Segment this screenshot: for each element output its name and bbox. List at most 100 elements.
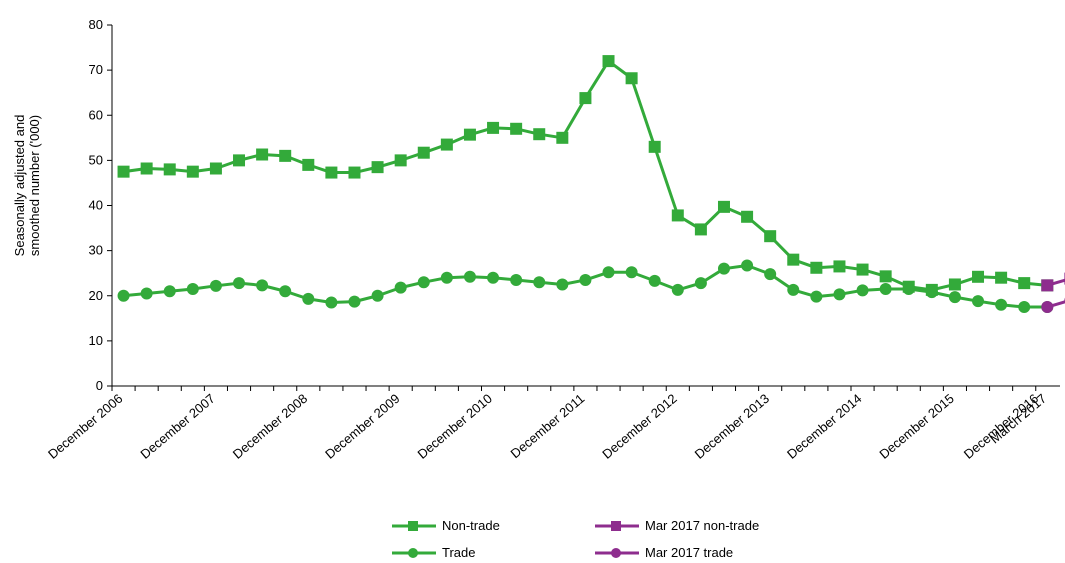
data-point (279, 149, 292, 162)
x-tick-label: December 2014 (784, 391, 865, 462)
legend-swatch-circle (392, 547, 436, 558)
y-axis-label-line: smoothed number ('000) (27, 115, 42, 256)
data-point (787, 283, 800, 296)
data-point (810, 290, 823, 303)
data-point (533, 276, 546, 289)
axes (111, 25, 1060, 387)
data-point (879, 270, 892, 283)
data-point (1041, 279, 1054, 292)
data-point (233, 154, 246, 167)
data-point (140, 162, 153, 175)
data-point (902, 282, 915, 295)
data-point (463, 270, 476, 283)
data-point (856, 284, 869, 297)
data-point (556, 278, 569, 291)
y-tick-label: 30 (89, 243, 103, 258)
y-tick-label: 50 (89, 152, 103, 167)
x-tick-label: December 2007 (137, 391, 218, 462)
data-point (487, 121, 500, 134)
data-point (209, 162, 222, 175)
data-point (556, 131, 569, 144)
data-point (117, 165, 130, 178)
y-tick-label: 10 (89, 333, 103, 348)
data-point (209, 279, 222, 292)
legend-item-trade: Trade (390, 545, 475, 560)
data-point (325, 166, 338, 179)
legend-label: Non-trade (442, 518, 500, 533)
data-point (163, 163, 176, 176)
x-tick-label: December 2012 (599, 391, 680, 462)
x-tick-label: December 2009 (322, 391, 403, 462)
data-point (717, 200, 730, 213)
data-point (302, 292, 315, 305)
data-point (995, 271, 1008, 284)
data-point (787, 253, 800, 266)
y-tick-label: 40 (89, 198, 103, 213)
y-axis-label: Seasonally adjusted and smoothed number (… (12, 115, 42, 257)
legend-swatch-circle (595, 547, 639, 558)
x-tick-label: December 2006 (45, 391, 126, 462)
y-tick-label: 80 (89, 17, 103, 32)
data-point (741, 259, 754, 272)
data-point (117, 289, 130, 302)
data-point (948, 278, 961, 291)
data-point (648, 274, 661, 287)
data-point (394, 154, 407, 167)
data-point (510, 273, 523, 286)
data-point (995, 298, 1008, 311)
data-point (348, 166, 361, 179)
data-point (233, 277, 246, 290)
y-tick-label: 20 (89, 288, 103, 303)
data-point (279, 285, 292, 298)
data-point (972, 270, 985, 283)
data-point (810, 261, 823, 274)
data-point (186, 165, 199, 178)
data-point (440, 138, 453, 151)
x-tick-label: March 2017 (987, 391, 1049, 447)
data-point (510, 122, 523, 135)
data-point (140, 287, 153, 300)
data-point (256, 279, 269, 292)
data-point (256, 148, 269, 161)
y-ticks: 0 10 20 30 40 50 60 70 80 (89, 17, 112, 393)
legend-label: Mar 2017 non-trade (645, 518, 760, 533)
data-point (533, 128, 546, 141)
data-point (348, 295, 361, 308)
data-point (764, 230, 777, 243)
data-point (856, 263, 869, 276)
y-tick-label: 70 (89, 62, 103, 77)
legend-label: Mar 2017 trade (645, 545, 734, 560)
data-point (186, 282, 199, 295)
x-tick-label: December 2011 (508, 391, 588, 461)
data-point (625, 72, 638, 85)
x-tick-label: December 2013 (692, 391, 773, 462)
data-point (579, 273, 592, 286)
data-point (972, 295, 985, 308)
series-layer (117, 55, 1065, 314)
data-point (741, 210, 754, 223)
data-point (579, 92, 592, 105)
data-point (1018, 301, 1031, 314)
data-point (394, 281, 407, 294)
data-point (833, 260, 846, 273)
data-point (1018, 277, 1031, 290)
data-point (602, 266, 615, 279)
data-point (671, 209, 684, 222)
data-point (948, 291, 961, 304)
data-point (302, 158, 315, 171)
data-point (163, 285, 176, 298)
legend-item-mar-2017-trade: Mar 2017 trade (593, 545, 733, 560)
data-point (879, 282, 892, 295)
data-point (833, 288, 846, 301)
x-tick-label: December 2008 (230, 391, 311, 462)
legend-swatch-square (392, 520, 436, 531)
data-point (371, 161, 384, 174)
data-point (417, 276, 430, 289)
x-ticks: December 2006 December 2007 December 2008 D… (45, 386, 1049, 462)
data-point (625, 266, 638, 279)
data-point (487, 271, 500, 284)
legend-swatch-square (595, 520, 639, 531)
data-point (440, 271, 453, 284)
legend-item-non-trade: Non-trade (390, 518, 500, 533)
